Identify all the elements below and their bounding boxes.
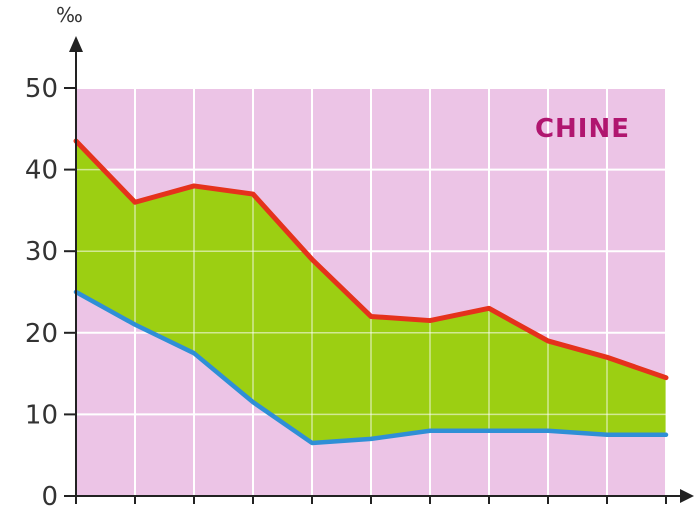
- grid-overlay: [75, 87, 667, 496]
- y-ticks: 0 10 20 30 40 50: [25, 74, 76, 512]
- chart-title: CHINE: [535, 114, 630, 144]
- x-axis-arrow: [680, 489, 694, 503]
- band-fill: [76, 141, 666, 443]
- y-tick-label: 0: [41, 482, 58, 512]
- y-axis-arrow: [69, 36, 83, 52]
- series-line-lower: [73, 289, 669, 446]
- y-tick-label: 50: [25, 74, 58, 104]
- y-tick-label: 10: [25, 400, 58, 430]
- y-tick-label: 30: [25, 237, 58, 267]
- axes: [69, 36, 694, 504]
- y-axis-unit: ‰: [56, 3, 83, 27]
- y-tick-label: 20: [25, 319, 58, 349]
- y-tick-label: 40: [25, 156, 58, 186]
- series-line-upper: [73, 138, 669, 381]
